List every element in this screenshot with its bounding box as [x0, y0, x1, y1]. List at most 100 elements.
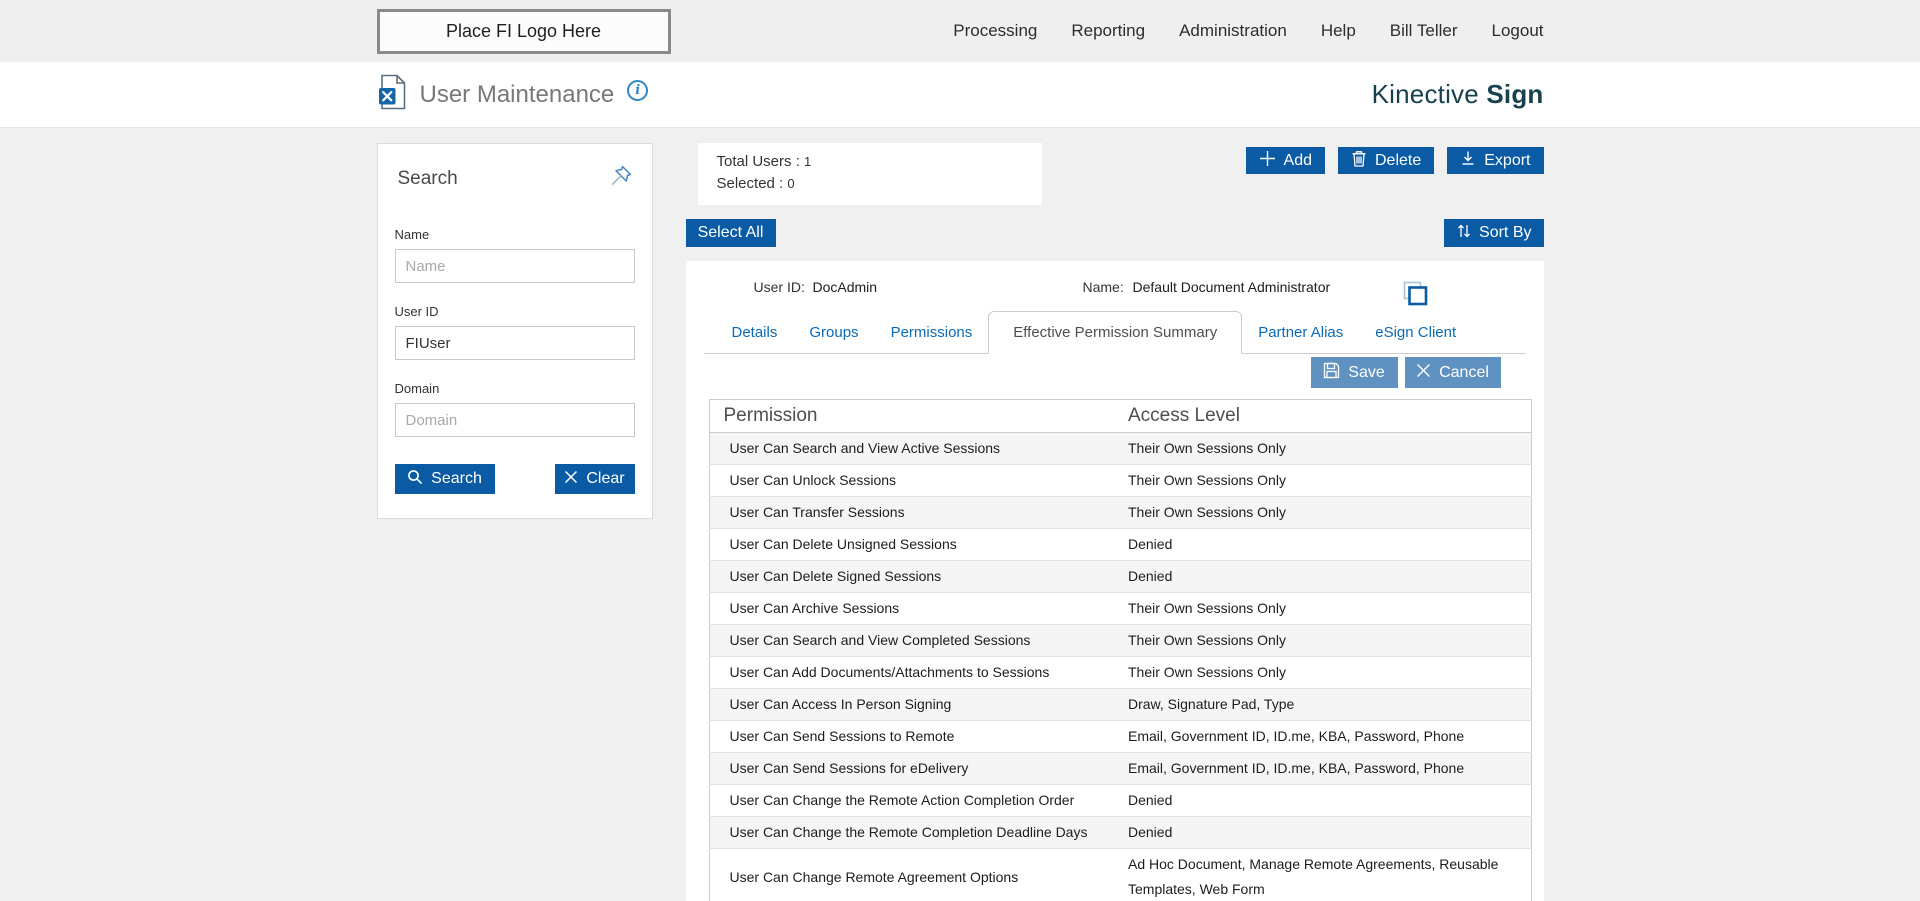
permission-row: User Can Change the Remote Completion De… — [709, 816, 1531, 849]
select-all-button[interactable]: Select All — [685, 219, 776, 247]
tab[interactable]: Partner Alias — [1258, 324, 1344, 341]
access-level-cell: Their Own Sessions Only — [1128, 632, 1286, 648]
access-level-cell: Ad Hoc Document, Manage Remote Agreement… — [1128, 856, 1499, 897]
add-button[interactable]: Add — [1245, 147, 1325, 174]
user-name-label: Name: — [1082, 279, 1124, 295]
sort-icon — [1456, 223, 1472, 244]
cancel-button[interactable]: Cancel — [1404, 357, 1501, 388]
brand-product: Sign — [1486, 79, 1544, 109]
permission-row: User Can Access In Person Signing Draw, … — [709, 688, 1531, 721]
permission-row: User Can Change Remote Agreement Options… — [709, 848, 1531, 901]
copy-icon[interactable] — [1400, 279, 1430, 312]
permission-cell: User Can Unlock Sessions — [729, 472, 897, 488]
user-name-value: Default Document Administrator — [1132, 279, 1331, 295]
pin-icon[interactable] — [608, 162, 635, 194]
clear-button[interactable]: Clear — [554, 464, 635, 494]
search-panel: Search Name User ID Domain Search — [376, 143, 653, 519]
x-icon — [564, 470, 578, 489]
user-tabs: Details Groups Permissions Effective Permis… — [703, 311, 1526, 354]
access-level-cell: Their Own Sessions Only — [1128, 472, 1286, 488]
permission-column-header: Permission — [709, 399, 1128, 433]
tab[interactable]: Groups — [809, 324, 859, 341]
tab[interactable]: Details — [731, 324, 778, 341]
access-level-cell: Their Own Sessions Only — [1128, 440, 1286, 456]
tab[interactable]: Effective Permission Summary — [988, 311, 1243, 354]
permissions-table-header: Permission Access Level — [709, 399, 1531, 433]
permission-cell: User Can Access In Person Signing — [729, 696, 952, 712]
access-level-cell: Draw, Signature Pad, Type — [1128, 696, 1295, 712]
permission-cell: User Can Change the Remote Action Comple… — [729, 792, 1075, 808]
nav-link[interactable]: Administration — [1179, 21, 1287, 40]
access-level-column-header: Access Level — [1128, 399, 1531, 433]
sort-by-button[interactable]: Sort By — [1444, 219, 1544, 247]
download-icon — [1460, 150, 1476, 171]
nav-link[interactable]: Help — [1320, 21, 1356, 40]
nav-link[interactable]: Bill Teller — [1389, 21, 1458, 40]
delete-button[interactable]: Delete — [1338, 147, 1435, 174]
export-button[interactable]: Export — [1447, 147, 1544, 174]
access-level-cell: Their Own Sessions Only — [1128, 504, 1286, 520]
brand-logo: Kinective Sign — [1372, 79, 1544, 110]
permission-cell: User Can Send Sessions to Remote — [729, 728, 955, 744]
permission-row: User Can Search and View Completed Sessi… — [709, 624, 1531, 657]
user-header: User ID: DocAdmin Name: Default Document… — [686, 261, 1544, 307]
document-icon — [377, 74, 407, 115]
access-level-cell: Their Own Sessions Only — [1128, 600, 1286, 616]
top-bar: Place FI Logo Here Processing Reporting Ad… — [0, 0, 1920, 62]
access-level-cell: Denied — [1128, 568, 1173, 584]
save-icon — [1323, 362, 1340, 384]
nav-link[interactable]: Processing — [953, 21, 1038, 40]
user-id-value: DocAdmin — [812, 279, 878, 295]
page-title: User Maintenance — [419, 80, 615, 108]
search-button[interactable]: Search — [394, 464, 495, 494]
access-level-cell: Denied — [1128, 824, 1173, 840]
access-level-cell: Email, Government ID, ID.me, KBA, Passwo… — [1128, 760, 1465, 776]
permission-row: User Can Send Sessions to Remote Email, … — [709, 720, 1531, 753]
nav-link[interactable]: Logout — [1491, 21, 1544, 40]
page-header: User Maintenance i Kinective Sign — [0, 62, 1920, 128]
permission-row: User Can Change the Remote Action Comple… — [709, 784, 1531, 817]
permission-cell: User Can Search and View Active Sessions — [729, 440, 1001, 456]
domain-input[interactable] — [394, 403, 635, 437]
nav-link[interactable]: Reporting — [1071, 21, 1146, 40]
tab[interactable]: eSign Client — [1375, 324, 1457, 341]
name-field-label: Name — [394, 227, 430, 242]
permission-row: User Can Unlock Sessions Their Own Sessi… — [709, 464, 1531, 497]
selected-value: 0 — [787, 176, 795, 191]
total-users-value: 1 — [804, 154, 812, 169]
permission-cell: User Can Change the Remote Completion De… — [729, 824, 1088, 840]
fi-logo-placeholder: Place FI Logo Here — [376, 8, 671, 54]
permission-cell: User Can Search and View Completed Sessi… — [729, 632, 1031, 648]
save-button[interactable]: Save — [1310, 357, 1398, 388]
fi-logo-text: Place FI Logo Here — [445, 20, 602, 41]
user-id-field-label: User ID — [394, 304, 439, 319]
domain-field-label: Domain — [394, 381, 440, 396]
name-input[interactable] — [394, 249, 635, 283]
access-level-cell: Denied — [1128, 792, 1173, 808]
permission-cell: User Can Change Remote Agreement Options — [729, 868, 1019, 885]
plus-icon — [1259, 150, 1276, 172]
user-id-input[interactable] — [394, 326, 635, 360]
summary-card: Total Users : 1 Selected : 0 — [697, 143, 1042, 205]
permissions-table: Permission Access Level User Can Search … — [708, 399, 1532, 901]
permission-cell: User Can Delete Signed Sessions — [729, 568, 942, 584]
permission-row: User Can Archive Sessions Their Own Sess… — [709, 592, 1531, 625]
tab[interactable]: Permissions — [890, 324, 973, 341]
total-users-text: Total Users : 1 — [716, 153, 812, 170]
permission-row: User Can Transfer Sessions Their Own Ses… — [709, 496, 1531, 529]
selected-text: Selected : 0 — [716, 175, 795, 192]
permission-cell: User Can Archive Sessions — [729, 600, 900, 616]
results-column: Total Users : 1 Selected : 0 Add — [685, 143, 1544, 901]
access-level-cell: Email, Government ID, ID.me, KBA, Passwo… — [1128, 728, 1465, 744]
access-level-cell: Denied — [1128, 536, 1173, 552]
permission-cell: User Can Send Sessions for eDelivery — [729, 760, 969, 776]
x-icon — [1416, 363, 1431, 383]
user-detail-panel: User ID: DocAdmin Name: Default Document… — [685, 261, 1544, 901]
user-id-label: User ID: — [753, 279, 805, 295]
brand-name: Kinective — [1371, 79, 1479, 109]
permission-row: User Can Delete Unsigned Sessions Denied — [709, 528, 1531, 561]
permission-cell: User Can Transfer Sessions — [729, 504, 905, 520]
info-icon[interactable]: i — [627, 80, 649, 101]
permission-row: User Can Send Sessions for eDelivery Ema… — [709, 752, 1531, 785]
access-level-cell: Their Own Sessions Only — [1128, 664, 1286, 680]
